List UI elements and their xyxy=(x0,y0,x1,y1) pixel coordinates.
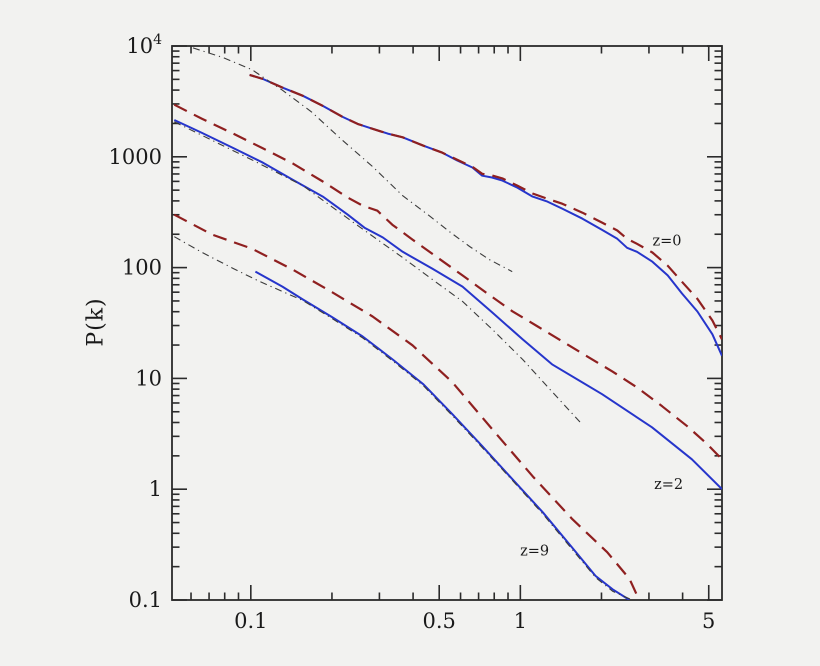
curve-label-z=2: z=2 xyxy=(654,477,683,493)
y-tick-label-100: 100 xyxy=(122,256,162,280)
y-tick-label-104: 104 xyxy=(126,32,162,58)
y-axis-label: P(k) xyxy=(83,297,109,347)
x-tick-label-5: 5 xyxy=(702,609,715,633)
y-tick-label-1000: 1000 xyxy=(109,145,162,169)
series-z2-dashed-red xyxy=(173,103,722,461)
y-tick-label-1: 1 xyxy=(149,477,162,501)
series-z9-solid-blue xyxy=(254,270,631,600)
series-z2-solid-blue xyxy=(173,119,722,490)
x-tick-label-0.5: 0.5 xyxy=(423,609,456,633)
x-tick-label-0.1: 0.1 xyxy=(234,609,267,633)
axis-tick-labels: 0.1 0.5 1 5 104 1000 100 10 1 0.1 xyxy=(109,32,716,633)
series-z0-dashed-red xyxy=(249,73,722,340)
series-z9-dashdot-black xyxy=(174,236,633,600)
x-tick-label-1: 1 xyxy=(514,609,527,633)
y-tick-label-0.1: 0.1 xyxy=(129,588,162,612)
curve-label-z=9: z=9 xyxy=(520,543,549,559)
series-z0-dashdot-black xyxy=(192,47,513,273)
series-z9-dashed-red xyxy=(173,213,641,600)
series-z2-dashdot-black xyxy=(174,121,581,423)
y-tick-label-10: 10 xyxy=(135,366,162,390)
axis-ticks xyxy=(172,45,722,601)
series-z0-solid-blue xyxy=(249,73,722,357)
curves xyxy=(173,47,722,600)
curve-labels: z=0 z=2 z=9 xyxy=(520,234,683,560)
plot-frame xyxy=(171,45,723,601)
curve-label-z=0: z=0 xyxy=(652,234,681,250)
